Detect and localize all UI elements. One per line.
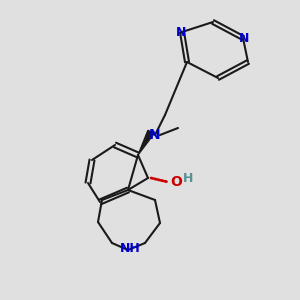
Polygon shape [138,130,154,155]
Text: N: N [176,26,186,38]
Text: N: N [239,32,249,44]
Text: O: O [170,175,182,189]
Text: H: H [183,172,193,185]
Text: NH: NH [120,242,140,254]
Text: N: N [149,128,161,142]
